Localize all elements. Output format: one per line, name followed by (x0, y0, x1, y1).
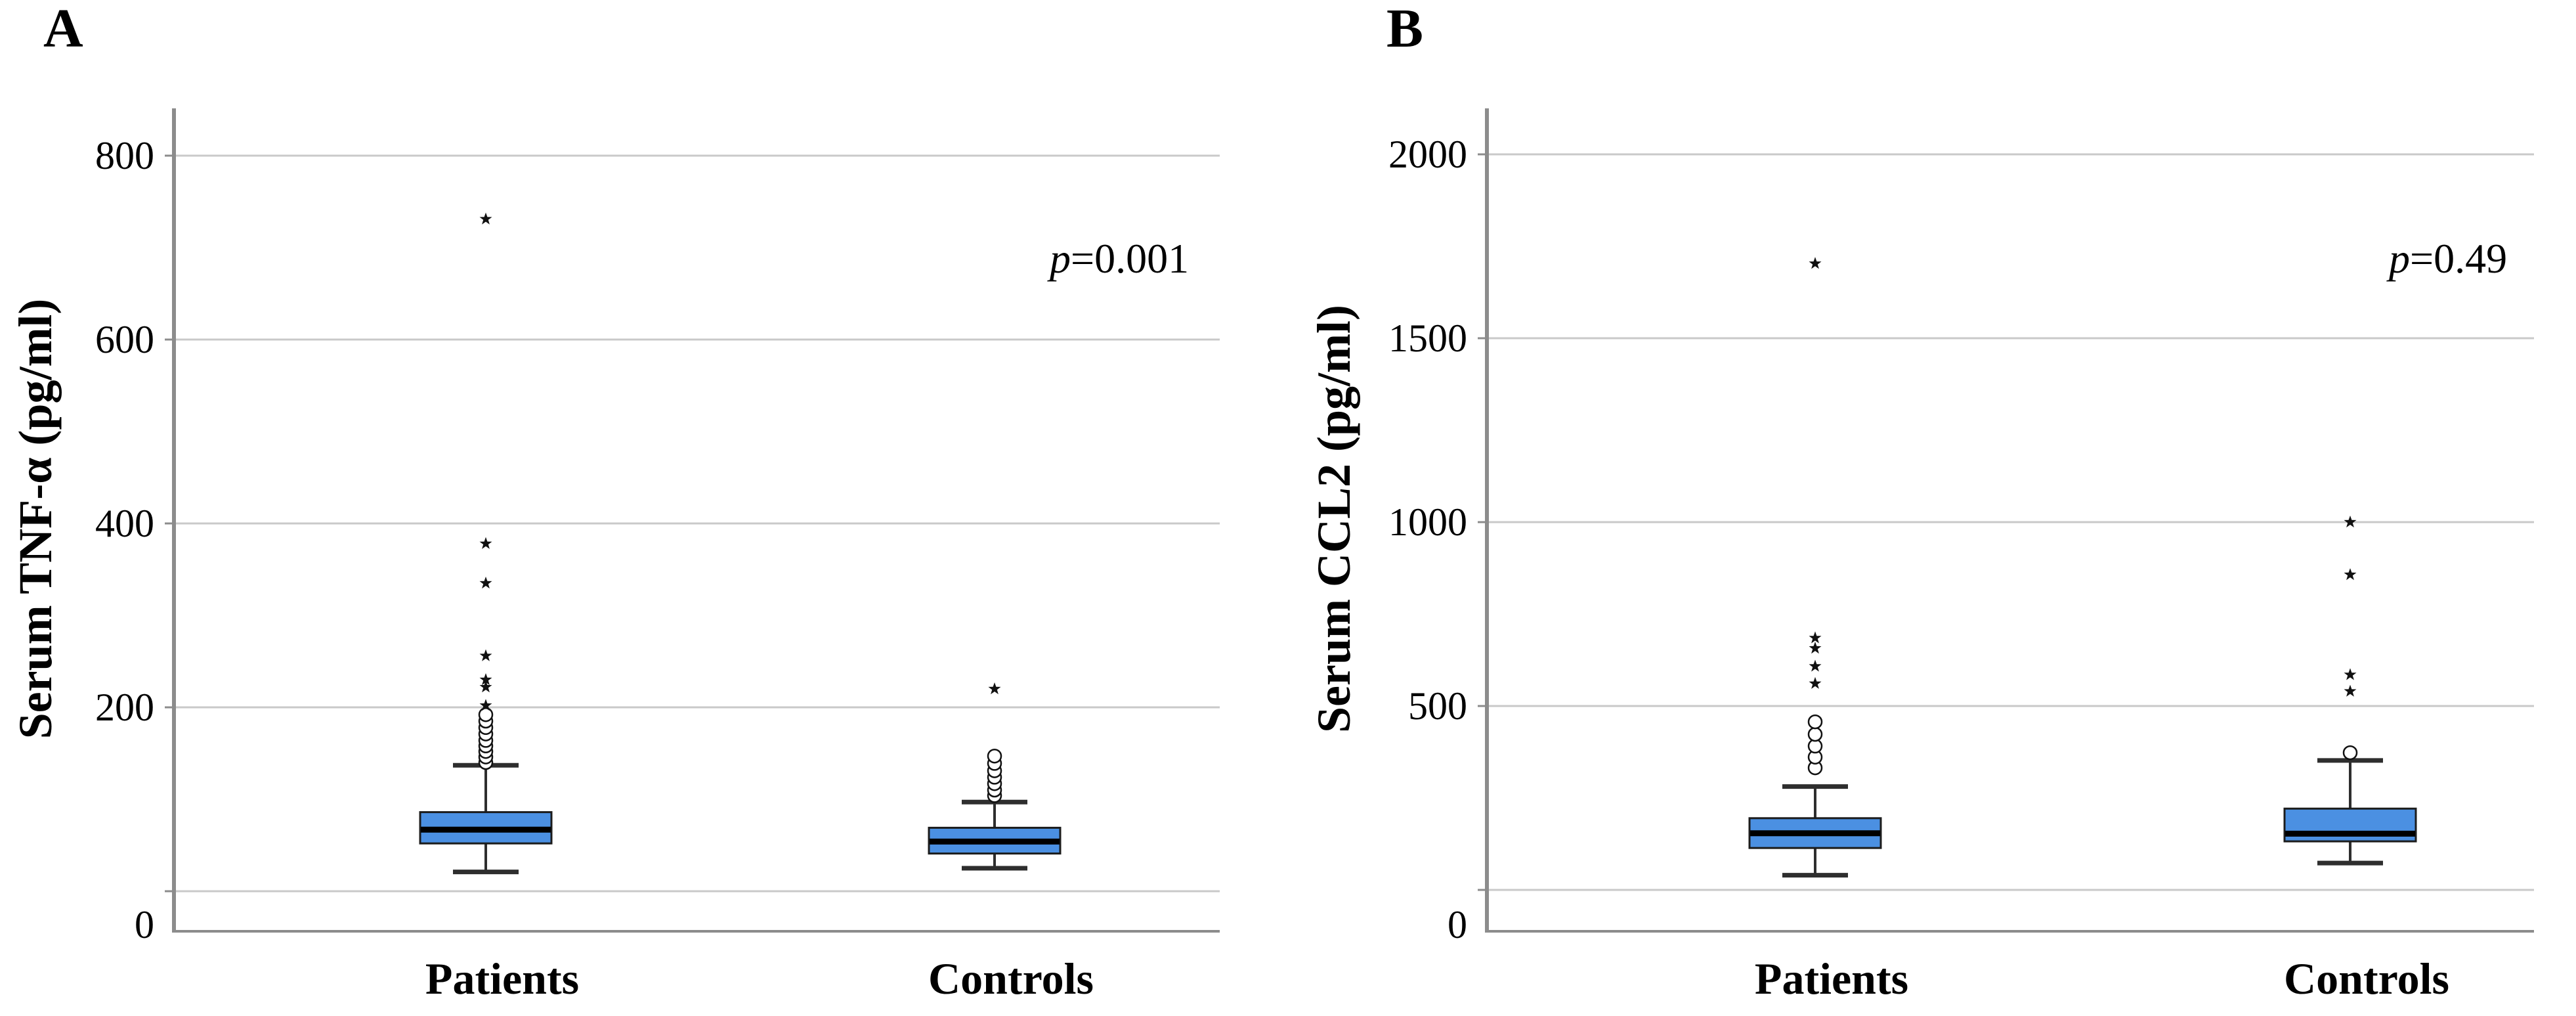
y-tick-label: 1000 (1388, 500, 1467, 544)
outlier-circle-patients-b (1807, 726, 1823, 742)
y-tick-label: 400 (95, 502, 154, 545)
outlier-star-patients-a (479, 699, 492, 711)
p-symbol: p (1050, 235, 1071, 282)
y-axis-title-a: Serum TNF-α (pg/ml) (9, 298, 62, 740)
category-label-patients-a: Patients (425, 954, 580, 1004)
outlier-star-patients-b (1809, 642, 1822, 654)
y-tick-label: 0 (135, 903, 154, 946)
y-tick-label: 600 (95, 318, 154, 361)
outlier-star-patients-a (479, 577, 492, 589)
category-label-patients-b: Patients (1754, 954, 1909, 1004)
outlier-star-patients-b (1809, 257, 1822, 269)
outlier-star-controls-b (2344, 568, 2357, 581)
outlier-circle-controls-b (2342, 745, 2358, 761)
category-label-controls-b: Controls (2284, 954, 2449, 1004)
category-label-controls-a: Controls (928, 954, 1094, 1004)
p-value-text: =0.001 (1071, 235, 1190, 282)
p-value-text: =0.49 (2410, 235, 2508, 282)
p-value-b: p=0.49 (2389, 238, 2507, 280)
outlier-star-patients-a (479, 680, 492, 693)
y-tick-label: 2000 (1388, 133, 1467, 176)
y-tick-label: 200 (95, 686, 154, 729)
outlier-star-patients-a (479, 537, 492, 549)
panel-b-label: B (1386, 0, 1424, 59)
y-tick-label: 1500 (1388, 317, 1467, 360)
outlier-star-patients-a (479, 673, 492, 686)
outlier-star-patients-b (1809, 631, 1822, 644)
outlier-circle-patients-a (478, 707, 494, 722)
y-tick-label: 500 (1408, 684, 1467, 728)
outlier-circle-controls-a (987, 748, 1002, 764)
outlier-star-patients-b (1809, 659, 1822, 672)
outlier-star-controls-b (2344, 684, 2357, 697)
outlier-star-controls-a (988, 682, 1001, 695)
outlier-star-controls-b (2344, 668, 2357, 680)
panel-a-label: A (43, 0, 83, 59)
p-symbol: p (2389, 235, 2410, 282)
p-value-a: p=0.001 (1050, 238, 1189, 280)
y-axis-title-b: Serum CCL2 (pg/ml) (1308, 305, 1360, 733)
outlier-star-patients-a (479, 649, 492, 661)
outlier-star-patients-b (1809, 676, 1822, 689)
outlier-circle-patients-b (1807, 714, 1823, 730)
y-tick-label: 0 (1448, 903, 1467, 946)
outlier-star-patients-a (479, 212, 492, 225)
outlier-star-controls-b (2344, 516, 2357, 528)
y-tick-label: 800 (95, 134, 154, 177)
